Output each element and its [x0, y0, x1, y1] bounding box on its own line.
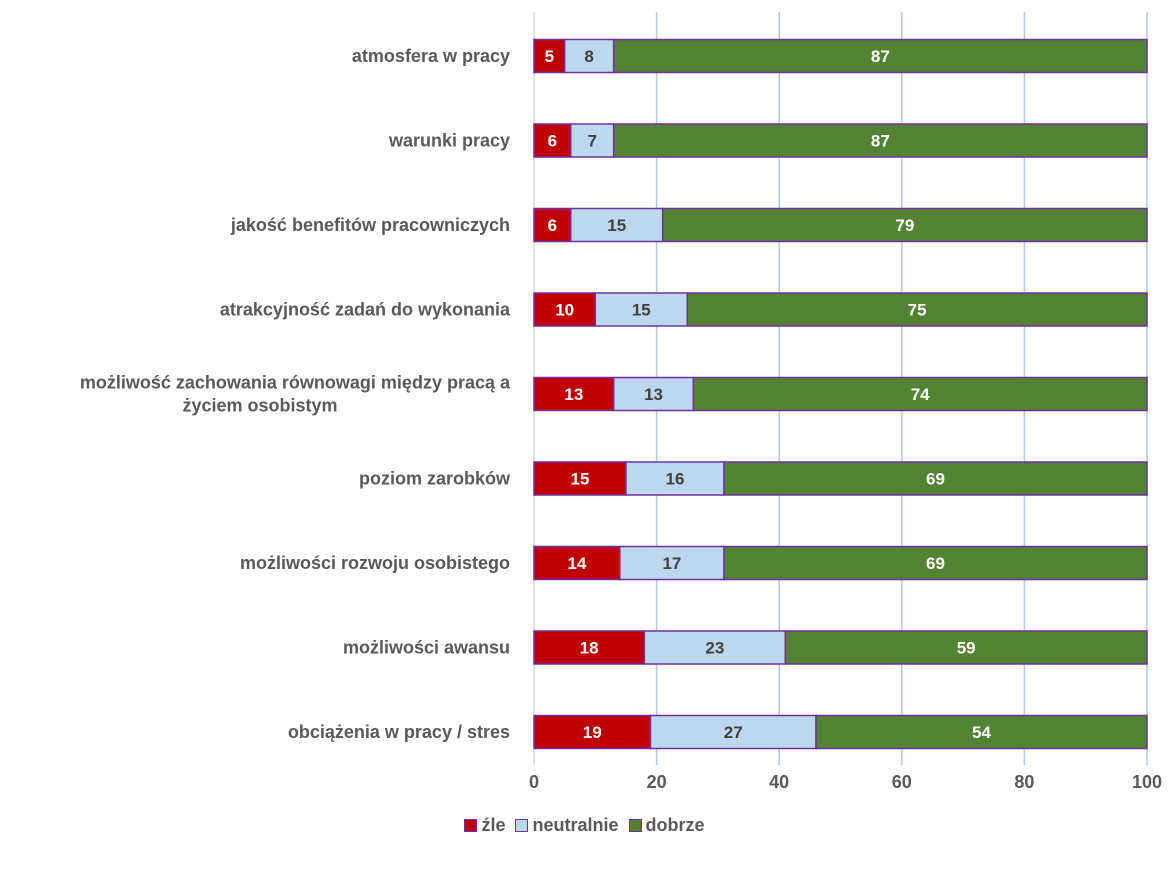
- data-label: 10: [555, 301, 574, 320]
- data-label: 87: [871, 47, 890, 66]
- bar-segment: [661, 207, 1148, 243]
- legend-swatch: [515, 819, 529, 832]
- legend-swatch: [464, 819, 478, 832]
- legend-item: źle: [464, 815, 505, 836]
- data-label: 5: [545, 47, 554, 66]
- category-label: jakość benefitów pracowniczych: [230, 215, 510, 235]
- bar-segment: [533, 123, 572, 158]
- bar-segment: [612, 38, 1148, 74]
- category-label: życiem osobistym: [182, 396, 337, 416]
- data-label: 15: [632, 301, 651, 320]
- bars: 5 8 87 6 7 87 6 15 79 10 15 75 13 13 74 15 16 69 14 17 69 18 2…: [533, 38, 1148, 750]
- data-label: 87: [871, 132, 890, 151]
- bar-segment: [612, 123, 1148, 158]
- x-tick-label: 40: [769, 772, 789, 792]
- bar-segment: [533, 38, 566, 74]
- x-tick-label: 0: [529, 772, 539, 792]
- data-label: 15: [571, 470, 590, 489]
- data-label: 18: [580, 639, 599, 658]
- legend-item: neutralnie: [515, 815, 619, 836]
- legend-swatch: [628, 819, 642, 832]
- bar-segment: [723, 545, 1148, 581]
- data-label: 13: [644, 385, 663, 404]
- category-label: atrakcyjność zadań do wykonania: [220, 300, 511, 320]
- bar-segment: [643, 630, 787, 665]
- data-label: 27: [724, 723, 743, 742]
- data-label: 54: [972, 723, 991, 742]
- bar-segment: [612, 376, 695, 412]
- bar-segment: [570, 123, 615, 158]
- bar-segment: [686, 292, 1148, 327]
- x-tick-label: 20: [647, 772, 667, 792]
- legend: źle neutralnie dobrze: [0, 815, 1169, 836]
- data-label: 13: [564, 385, 583, 404]
- legend-label: źle: [481, 815, 506, 835]
- bar-segment: [723, 461, 1148, 496]
- data-label: 75: [908, 301, 927, 320]
- data-label: 7: [588, 132, 597, 151]
- data-label: 74: [911, 385, 930, 404]
- bar-segment: [533, 376, 615, 412]
- x-tick-label: 60: [892, 772, 912, 792]
- data-label: 69: [926, 554, 945, 573]
- category-label: obciążenia w pracy / stres: [288, 722, 510, 742]
- data-label: 15: [607, 216, 626, 235]
- category-label: możliwości awansu: [343, 638, 510, 658]
- legend-label: neutralnie: [532, 815, 619, 835]
- bar-segment: [533, 292, 597, 327]
- data-label: 17: [662, 554, 681, 573]
- category-label: poziom zarobków: [359, 469, 511, 489]
- data-label: 59: [957, 639, 976, 658]
- x-tick-label: 80: [1014, 772, 1034, 792]
- category-label: warunki pracy: [388, 131, 510, 151]
- bar-segment: [625, 461, 725, 496]
- data-label: 6: [548, 132, 557, 151]
- x-axis-tick-labels: 0 20 40 60 80 100: [529, 772, 1162, 792]
- bar-segment: [649, 714, 817, 750]
- category-label: atmosfera w pracy: [352, 46, 510, 66]
- bar-segment: [570, 207, 664, 243]
- category-labels: atmosfera w pracy warunki pracy jakość ben…: [80, 46, 511, 742]
- data-label: 6: [548, 216, 557, 235]
- data-label: 8: [584, 47, 593, 66]
- x-tick-label: 100: [1132, 772, 1162, 792]
- data-label: 19: [583, 723, 602, 742]
- legend-label: dobrze: [645, 815, 705, 835]
- bar-segment: [692, 376, 1148, 412]
- bar-segment: [784, 630, 1148, 665]
- category-label: możliwości rozwoju osobistego: [240, 553, 510, 573]
- category-label: możliwość zachowania równowagi między pr…: [80, 373, 511, 393]
- data-label: 69: [926, 470, 945, 489]
- data-label: 14: [567, 554, 586, 573]
- bar-segment: [815, 714, 1148, 750]
- data-label: 16: [666, 470, 685, 489]
- legend-item: dobrze: [628, 815, 705, 836]
- data-label: 79: [895, 216, 914, 235]
- data-label: 23: [705, 639, 724, 658]
- bar-segment: [594, 292, 688, 327]
